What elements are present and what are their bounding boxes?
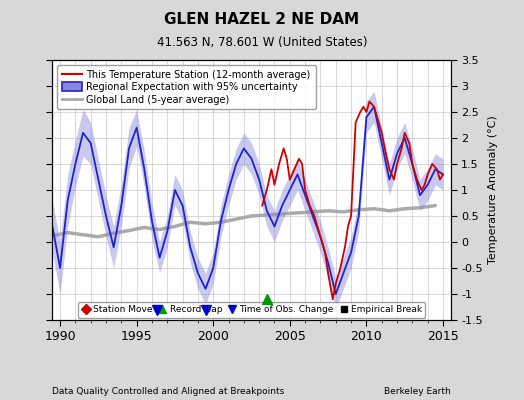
Text: Berkeley Earth: Berkeley Earth (384, 387, 451, 396)
Text: GLEN HAZEL 2 NE DAM: GLEN HAZEL 2 NE DAM (165, 12, 359, 27)
Text: Data Quality Controlled and Aligned at Breakpoints: Data Quality Controlled and Aligned at B… (52, 387, 285, 396)
Text: 41.563 N, 78.601 W (United States): 41.563 N, 78.601 W (United States) (157, 36, 367, 49)
Legend: Station Move, Record Gap, Time of Obs. Change, Empirical Break: Station Move, Record Gap, Time of Obs. C… (78, 302, 425, 318)
Y-axis label: Temperature Anomaly (°C): Temperature Anomaly (°C) (488, 116, 498, 264)
